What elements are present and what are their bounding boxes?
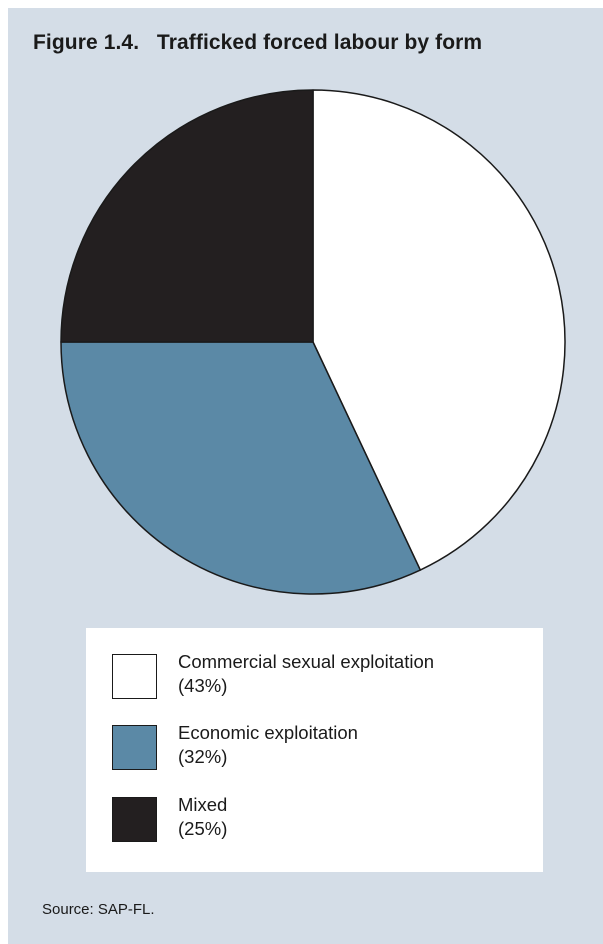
pie-chart [60, 89, 566, 595]
pie-slice-commercial-sexual-exploitation [312, 89, 566, 571]
pie-slice-mixed [60, 89, 314, 343]
legend-value: (32%) [178, 746, 228, 767]
legend-value: (25%) [178, 818, 228, 839]
legend-label: Mixed [178, 794, 228, 815]
legend-value: (43%) [178, 675, 228, 696]
chart-title: Figure 1.4. Trafficked forced labour by … [33, 31, 483, 54]
legend-label: Economic exploitation [178, 722, 358, 743]
legend-swatch [112, 725, 157, 770]
legend: Commercial sexual exploitation (43%) Eco… [86, 628, 543, 872]
pie-slice-economic-exploitation [60, 341, 422, 595]
source-note: Source: SAP-FL. [42, 901, 155, 918]
legend-label: Commercial sexual exploitation [178, 651, 435, 672]
legend-swatch [112, 797, 157, 842]
legend-swatch [112, 654, 157, 699]
